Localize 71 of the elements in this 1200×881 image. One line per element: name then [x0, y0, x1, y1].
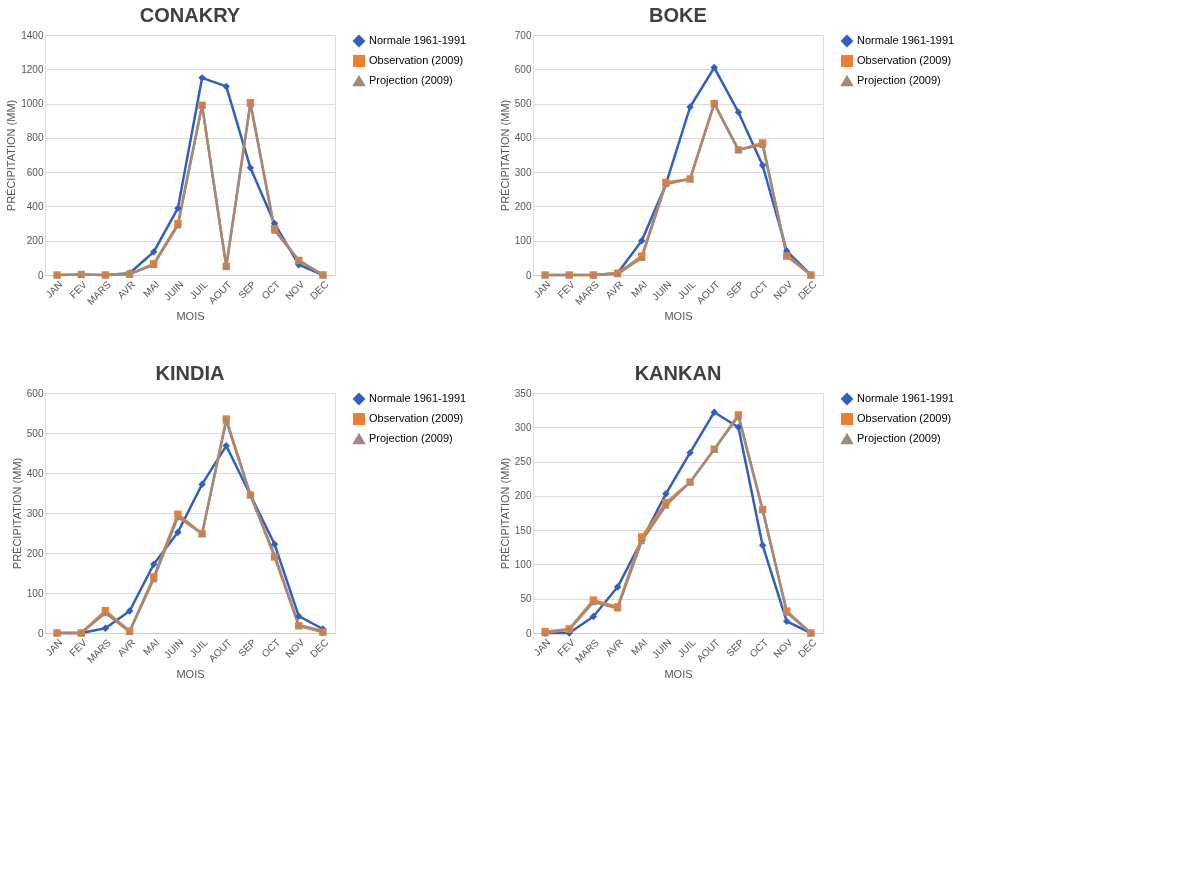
chart-title: CONAKRY [139, 4, 241, 26]
y-tick-label: 1400 [21, 29, 44, 41]
y-tick-label: 150 [514, 524, 532, 536]
legend-label: Normale 1961-1991 [857, 392, 955, 404]
y-tick-label: 1000 [21, 98, 44, 110]
y-tick-label: 0 [37, 627, 44, 639]
y-tick-label: 800 [26, 132, 44, 144]
legend-label: Projection (2009) [369, 432, 453, 444]
legend-label: Observation (2009) [857, 54, 952, 66]
y-tick-label: 300 [514, 166, 532, 178]
x-tick-label: MAI [628, 278, 650, 300]
legend-label: Observation (2009) [857, 412, 952, 424]
legend-label: Projection (2009) [857, 74, 941, 86]
y-axis-title: PRÉCIPITATION (MM) [498, 457, 511, 570]
y-tick-label: 100 [26, 587, 44, 599]
x-tick-label: JAN [531, 278, 553, 300]
y-axis-title: PRÉCIPITATION (MM) [10, 457, 23, 570]
y-tick-label: 500 [514, 98, 532, 110]
y-tick-label: 250 [514, 456, 532, 468]
legend-label: Normale 1961-1991 [857, 34, 955, 46]
y-tick-label: 400 [26, 467, 44, 479]
y-axis-title: PRÉCIPITATION (MM) [5, 99, 18, 212]
x-tick-label: MAI [628, 636, 650, 658]
legend-label: Normale 1961-1991 [369, 392, 467, 404]
x-axis-title: MOIS [664, 310, 693, 322]
y-tick-label: 0 [525, 627, 532, 639]
x-tick-label: MAI [140, 278, 162, 300]
y-tick-label: 200 [26, 235, 44, 247]
x-tick-label: MAI [140, 636, 162, 658]
y-tick-label: 200 [514, 200, 532, 212]
chart-title: BOKE [649, 4, 707, 26]
x-axis-title: MOIS [176, 310, 205, 322]
legend-label: Projection (2009) [369, 74, 453, 86]
x-tick-label: SEP [236, 636, 259, 659]
x-tick-label: JAN [43, 636, 65, 658]
y-tick-label: 0 [37, 269, 44, 281]
y-tick-label: 400 [514, 132, 532, 144]
x-tick-label: JUIL [187, 636, 210, 660]
y-tick-label: 400 [26, 200, 44, 212]
y-tick-label: 200 [514, 490, 532, 502]
x-axis-title: MOIS [176, 668, 205, 680]
y-tick-label: 600 [26, 387, 44, 399]
x-tick-label: JUIL [675, 278, 698, 302]
y-tick-label: 50 [520, 593, 532, 605]
y-tick-label: 700 [514, 29, 532, 41]
y-tick-label: 600 [514, 63, 532, 75]
x-tick-label: SEP [724, 278, 747, 301]
legend-label: Normale 1961-1991 [369, 34, 467, 46]
x-axis-title: MOIS [664, 668, 693, 680]
y-axis-title: PRÉCIPITATION (MM) [498, 99, 511, 212]
y-tick-label: 200 [26, 547, 44, 559]
legend-label: Projection (2009) [857, 432, 941, 444]
y-tick-label: 350 [514, 387, 532, 399]
chart-title: KANKAN [634, 362, 722, 384]
x-tick-label: JAN [531, 636, 553, 658]
x-tick-label: JAN [43, 278, 65, 300]
x-tick-label: JUIL [675, 636, 698, 660]
legend-label: Observation (2009) [369, 412, 464, 424]
y-tick-label: 300 [26, 507, 44, 519]
y-tick-label: 100 [514, 558, 532, 570]
x-tick-label: SEP [724, 636, 747, 659]
x-tick-label: SEP [236, 278, 259, 301]
y-tick-label: 100 [514, 235, 532, 247]
legend-label: Observation (2009) [369, 54, 464, 66]
y-tick-label: 600 [26, 166, 44, 178]
y-tick-label: 1200 [21, 63, 44, 75]
chart-title: KINDIA [155, 362, 225, 384]
y-tick-label: 300 [514, 421, 532, 433]
x-tick-label: JUIL [187, 278, 210, 302]
y-tick-label: 500 [26, 427, 44, 439]
y-tick-label: 0 [525, 269, 532, 281]
